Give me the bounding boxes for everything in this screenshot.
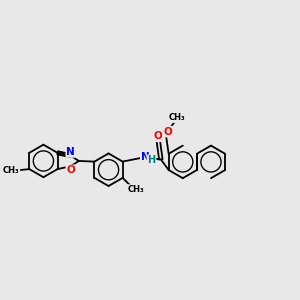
Text: H: H bbox=[147, 155, 155, 165]
Text: O: O bbox=[66, 165, 75, 175]
Text: CH₃: CH₃ bbox=[3, 166, 20, 175]
Text: N: N bbox=[141, 152, 150, 162]
Text: N: N bbox=[66, 147, 75, 157]
Text: CH₃: CH₃ bbox=[169, 113, 185, 122]
Text: CH₃: CH₃ bbox=[128, 185, 145, 194]
Text: O: O bbox=[163, 127, 172, 136]
Text: O: O bbox=[153, 131, 162, 141]
